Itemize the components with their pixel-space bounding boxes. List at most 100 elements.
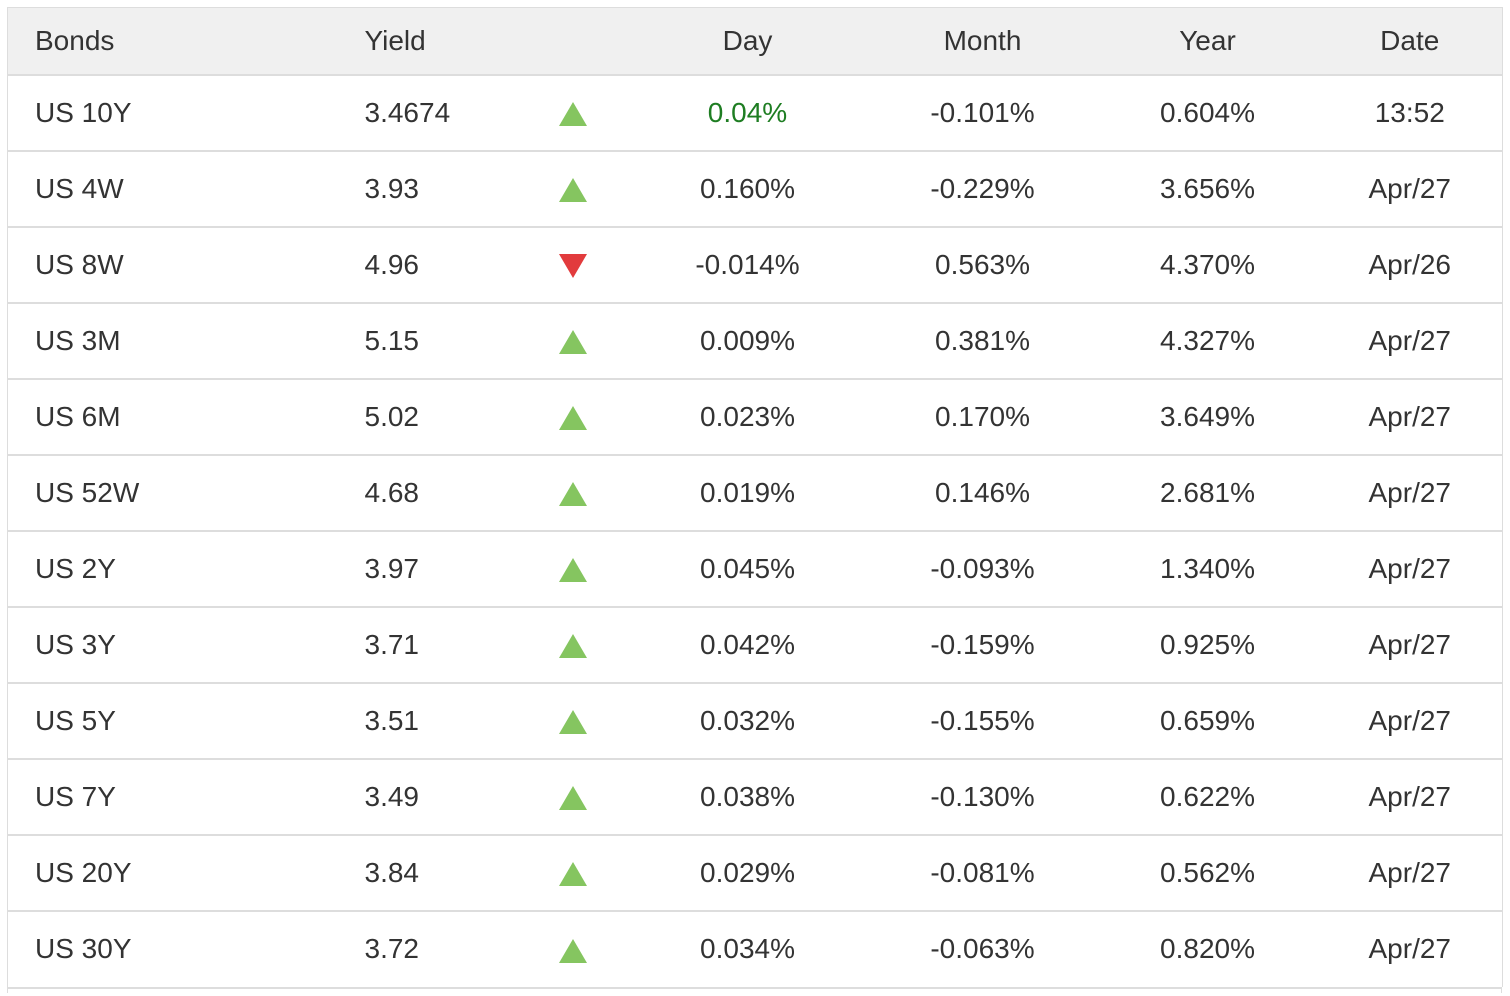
triangle-up-icon — [558, 862, 587, 887]
bond-yield: 3.71 — [337, 606, 518, 683]
bond-row[interactable]: US 3Y 3.71 0.042% -0.159% 0.925% Apr/27 — [7, 606, 1503, 683]
bond-row[interactable]: US 20Y 3.84 0.029% -0.081% 0.562% Apr/27 — [7, 834, 1503, 911]
bond-year-change: 3.649% — [1097, 378, 1318, 455]
bond-date: Apr/27 — [1317, 910, 1503, 987]
bond-name[interactable]: US 30Y — [7, 910, 338, 987]
bond-date: Apr/27 — [1317, 530, 1503, 607]
triangle-up-icon — [558, 786, 587, 811]
bond-day-change: 0.032% — [627, 682, 868, 759]
triangle-up-icon — [558, 482, 587, 507]
bond-name[interactable]: US 10Y — [7, 74, 338, 151]
bond-direction-cell — [517, 378, 628, 455]
bond-day-change: 0.034% — [627, 910, 868, 987]
bond-month-change: -0.063% — [867, 910, 1098, 987]
triangle-down-icon — [558, 254, 587, 279]
bond-direction-cell — [517, 910, 628, 987]
header-date: Date — [1317, 7, 1503, 75]
bond-name[interactable]: US 3Y — [7, 606, 338, 683]
bond-month-change: 0.563% — [867, 226, 1098, 303]
bond-date: Apr/27 — [1317, 378, 1503, 455]
header-month: Month — [867, 7, 1098, 75]
header-row: Bonds Yield Day Month Year Date — [7, 7, 1503, 75]
bond-row[interactable]: US 7Y 3.49 0.038% -0.130% 0.622% Apr/27 — [7, 758, 1503, 835]
bond-direction-cell — [517, 530, 628, 607]
bond-day-change: 0.160% — [627, 150, 868, 227]
bond-month-change: -0.130% — [867, 758, 1098, 835]
bond-day-change: 0.023% — [627, 378, 868, 455]
bond-yield: 5.02 — [337, 378, 518, 455]
bond-name[interactable]: US 3M — [7, 302, 338, 379]
bond-month-change: -0.159% — [867, 606, 1098, 683]
bond-name[interactable]: US 20Y — [7, 834, 338, 911]
bond-direction-cell — [517, 150, 628, 227]
bond-month-change: -0.229% — [867, 150, 1098, 227]
bond-month-change: 0.170% — [867, 378, 1098, 455]
triangle-up-icon — [558, 710, 587, 735]
bond-yield: 4.68 — [337, 454, 518, 531]
triangle-up-icon — [558, 102, 587, 127]
header-day: Day — [627, 7, 868, 75]
bond-day-change: 0.029% — [627, 834, 868, 911]
triangle-up-icon — [558, 558, 587, 583]
bond-year-change: 4.327% — [1097, 302, 1318, 379]
bond-row[interactable]: US 3M 5.15 0.009% 0.381% 4.327% Apr/27 — [7, 302, 1503, 379]
bond-month-change: -0.081% — [867, 834, 1098, 911]
bond-date: Apr/27 — [1317, 606, 1503, 683]
bond-row[interactable]: US 5Y 3.51 0.032% -0.155% 0.659% Apr/27 — [7, 682, 1503, 759]
bond-direction-cell — [517, 74, 628, 151]
bond-row[interactable]: US 4W 3.93 0.160% -0.229% 3.656% Apr/27 — [7, 150, 1503, 227]
bonds-table: Bonds Yield Day Month Year Date US 10Y 3… — [7, 7, 1503, 987]
bonds-table-body: US 10Y 3.4674 0.04% -0.101% 0.604% 13:52… — [7, 74, 1503, 987]
bond-day-change: 0.042% — [627, 606, 868, 683]
bond-row[interactable]: US 6M 5.02 0.023% 0.170% 3.649% Apr/27 — [7, 378, 1503, 455]
bond-yield: 3.72 — [337, 910, 518, 987]
bond-direction-cell — [517, 834, 628, 911]
bond-row[interactable]: US 52W 4.68 0.019% 0.146% 2.681% Apr/27 — [7, 454, 1503, 531]
bond-name[interactable]: US 5Y — [7, 682, 338, 759]
bond-row[interactable]: US 2Y 3.97 0.045% -0.093% 1.340% Apr/27 — [7, 530, 1503, 607]
bond-yield: 4.96 — [337, 226, 518, 303]
bond-year-change: 0.820% — [1097, 910, 1318, 987]
triangle-up-icon — [558, 406, 587, 431]
header-year: Year — [1097, 7, 1318, 75]
bond-name[interactable]: US 8W — [7, 226, 338, 303]
bond-row[interactable]: US 8W 4.96 -0.014% 0.563% 4.370% Apr/26 — [7, 226, 1503, 303]
bond-direction-cell — [517, 606, 628, 683]
bond-month-change: -0.155% — [867, 682, 1098, 759]
table-continuation-row — [7, 986, 1502, 993]
bond-yield: 3.84 — [337, 834, 518, 911]
bond-month-change: -0.093% — [867, 530, 1098, 607]
bond-name[interactable]: US 2Y — [7, 530, 338, 607]
bond-year-change: 0.659% — [1097, 682, 1318, 759]
bond-year-change: 0.562% — [1097, 834, 1318, 911]
bond-year-change: 1.340% — [1097, 530, 1318, 607]
bond-day-change: 0.045% — [627, 530, 868, 607]
triangle-up-icon — [558, 330, 587, 355]
bond-date: Apr/27 — [1317, 682, 1503, 759]
bond-direction-cell — [517, 226, 628, 303]
bond-day-change: 0.009% — [627, 302, 868, 379]
bond-direction-cell — [517, 682, 628, 759]
bond-direction-cell — [517, 302, 628, 379]
bond-name[interactable]: US 6M — [7, 378, 338, 455]
bond-date: Apr/27 — [1317, 758, 1503, 835]
bond-date: Apr/27 — [1317, 834, 1503, 911]
triangle-up-icon — [558, 178, 587, 203]
bond-name[interactable]: US 52W — [7, 454, 338, 531]
bond-month-change: 0.146% — [867, 454, 1098, 531]
bond-name[interactable]: US 7Y — [7, 758, 338, 835]
bond-row[interactable]: US 30Y 3.72 0.034% -0.063% 0.820% Apr/27 — [7, 910, 1503, 987]
header-bonds: Bonds — [7, 7, 338, 75]
triangle-up-icon — [558, 938, 587, 963]
bond-day-change: 0.04% — [627, 74, 868, 151]
bond-yield: 3.49 — [337, 758, 518, 835]
bond-name[interactable]: US 4W — [7, 150, 338, 227]
bond-yield: 3.97 — [337, 530, 518, 607]
bond-row[interactable]: US 10Y 3.4674 0.04% -0.101% 0.604% 13:52 — [7, 74, 1503, 151]
bond-year-change: 4.370% — [1097, 226, 1318, 303]
bond-day-change: 0.038% — [627, 758, 868, 835]
bond-year-change: 2.681% — [1097, 454, 1318, 531]
bond-direction-cell — [517, 758, 628, 835]
bond-year-change: 0.604% — [1097, 74, 1318, 151]
